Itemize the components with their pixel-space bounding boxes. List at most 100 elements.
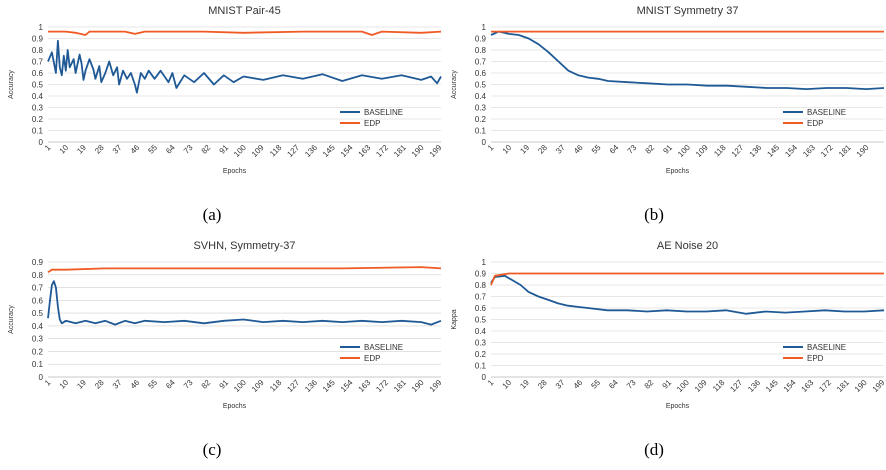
y-tick-label: 0.3 — [475, 339, 487, 348]
x-tick-label: 181 — [392, 378, 408, 394]
y-tick-label: 0.7 — [475, 58, 487, 67]
x-tick-label: 118 — [712, 143, 728, 159]
y-tick-label: 0.7 — [475, 293, 487, 302]
x-tick-label: 91 — [660, 378, 673, 391]
y-tick-label: 0.5 — [475, 316, 487, 325]
x-tick-label: 1 — [486, 378, 496, 388]
y-tick-label: 0.4 — [32, 322, 44, 331]
series-line-baseline — [47, 280, 442, 326]
x-tick-label: 163 — [801, 143, 817, 159]
y-tick-label: 0.9 — [475, 270, 487, 279]
x-tick-label: 136 — [746, 378, 762, 394]
chart-c: SVHN, Symmetry-37 0 0.1 0.2 0.3 0.4 0.5 0.6 0.7 0… — [0, 235, 444, 450]
y-tick-label: 0.5 — [32, 309, 44, 318]
y-tick-label: 0.8 — [32, 46, 44, 55]
x-tick-label: 190 — [853, 378, 869, 394]
series-line-baseline — [47, 39, 442, 94]
y-tick-label: 0 — [39, 138, 44, 147]
x-tick-label: 46 — [572, 378, 585, 391]
y-tick-label: 0 — [482, 373, 487, 382]
x-tick-label: 91 — [217, 378, 230, 391]
x-tick-label: 154 — [339, 378, 355, 394]
x-tick-label: 127 — [728, 378, 744, 394]
y-tick-label: 0.2 — [475, 115, 487, 124]
x-tick-label: 64 — [607, 378, 620, 391]
caption-c: (c) — [202, 440, 222, 459]
x-tick-label: 73 — [182, 378, 195, 391]
y-tick-label: 0.6 — [475, 304, 487, 313]
y-tick-label: 0 — [39, 373, 44, 382]
y-tick-label: 0 — [482, 138, 487, 147]
x-tick-label: 190 — [410, 378, 426, 394]
x-tick-label: 55 — [589, 378, 602, 391]
y-tick-label: 0.3 — [475, 104, 487, 113]
x-tick-label: 73 — [626, 143, 639, 156]
x-tick-label: 172 — [374, 143, 390, 159]
x-tick-label: 109 — [250, 143, 266, 159]
x-tick-label: 199 — [428, 143, 444, 159]
x-tick-label: 46 — [129, 378, 142, 391]
legend-entry: BASELINE — [807, 343, 846, 352]
x-tick-label: 145 — [321, 143, 337, 159]
chart-a: MNIST Pair-45 0 0.1 0.2 0.3 0.4 0.5 0.6 0.7 0.8 0.… — [0, 0, 444, 215]
legend-entry: EDP — [364, 354, 380, 363]
y-tick-label: 0.3 — [32, 335, 44, 344]
x-tick-label: 37 — [111, 143, 124, 156]
y-tick-label: 0.1 — [475, 362, 487, 371]
x-tick-label: 46 — [129, 143, 142, 156]
x-tick-label: 181 — [837, 143, 853, 159]
y-tick-label: 0.7 — [32, 58, 44, 67]
x-tick-label: 109 — [250, 378, 266, 394]
x-tick-label: 100 — [232, 143, 248, 159]
x-tick-label: 37 — [111, 378, 124, 391]
x-tick-label: 154 — [783, 143, 799, 159]
x-tick-label: 19 — [518, 143, 531, 156]
y-tick-label: 0.1 — [32, 127, 44, 136]
x-tick-label: 73 — [625, 378, 638, 391]
x-tick-label: 163 — [357, 378, 373, 394]
x-tick-label: 154 — [339, 143, 355, 159]
x-tick-label: 55 — [146, 378, 159, 391]
chart-b: MNIST Symmetry 37 0 0.1 0.2 0.3 0.4 0.5 0.6 0.7 0… — [443, 0, 886, 215]
y-axis-label: Kappa — [451, 309, 458, 329]
x-tick-label: 19 — [518, 378, 531, 391]
y-tick-label: 0.5 — [475, 81, 487, 90]
y-tick-label: 0.8 — [32, 271, 44, 280]
x-tick-label: 136 — [303, 378, 319, 394]
x-tick-label: 55 — [146, 143, 159, 156]
x-tick-label: 64 — [164, 143, 177, 156]
x-tick-label: 64 — [608, 143, 621, 156]
y-tick-label: 1 — [39, 23, 44, 32]
chart-title: MNIST Pair-45 — [208, 5, 281, 17]
x-tick-label: 28 — [93, 378, 106, 391]
x-axis-label: Epochs — [666, 403, 690, 410]
series-line-epd — [490, 272, 884, 286]
x-tick-label: 82 — [200, 143, 213, 156]
caption-a: (a) — [202, 205, 222, 224]
x-tick-label: 37 — [554, 143, 567, 156]
series-line-baseline — [490, 30, 885, 90]
x-tick-label: 37 — [554, 378, 567, 391]
x-tick-label: 28 — [93, 143, 106, 156]
x-tick-label: 1 — [43, 143, 53, 153]
x-tick-label: 82 — [200, 378, 213, 391]
y-axis-label: Accuracy — [451, 70, 458, 99]
x-tick-label: 199 — [428, 378, 444, 394]
x-tick-label: 181 — [392, 143, 408, 159]
x-tick-label: 109 — [693, 378, 709, 394]
chart-c-svg: SVHN, Symmetry-37 0 0.1 0.2 0.3 0.4 0.5 0.6 0.7 0… — [8, 240, 444, 410]
y-tick-label: 0.4 — [32, 92, 44, 101]
chart-title: MNIST Symmetry 37 — [637, 5, 739, 17]
x-tick-label: 145 — [321, 378, 337, 394]
y-axis-label: Accuracy — [8, 70, 15, 99]
y-tick-label: 0.1 — [32, 360, 44, 369]
x-tick-label: 1 — [43, 378, 53, 388]
y-tick-label: 0.1 — [475, 127, 487, 136]
x-tick-label: 163 — [800, 378, 816, 394]
x-tick-label: 127 — [285, 143, 301, 159]
x-tick-label: 73 — [182, 143, 195, 156]
y-tick-label: 0.9 — [475, 35, 487, 44]
y-tick-label: 0.9 — [32, 35, 44, 44]
x-tick-label: 10 — [501, 143, 514, 156]
chart-a-svg: MNIST Pair-45 0 0.1 0.2 0.3 0.4 0.5 0.6 0.7 0.8 0.… — [8, 5, 444, 175]
